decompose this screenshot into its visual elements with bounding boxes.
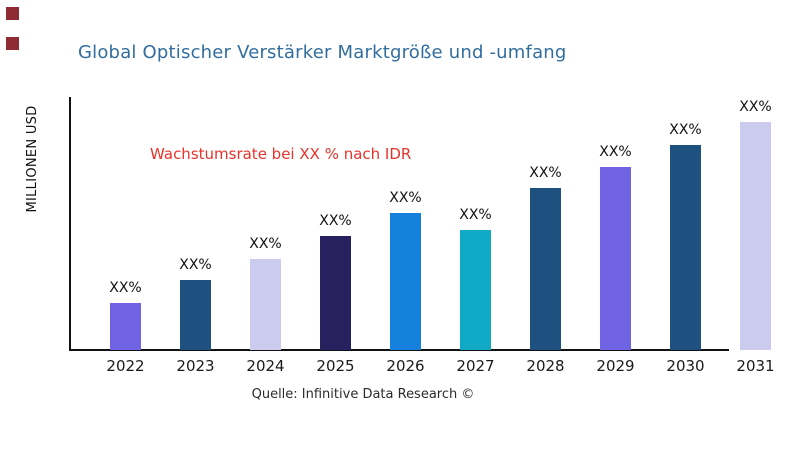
x-tick-2024: 2024 (246, 357, 285, 375)
x-axis-line (70, 349, 729, 351)
corner-mark-top (6, 7, 19, 20)
y-axis-line (69, 97, 71, 351)
bar-2027 (460, 230, 491, 350)
source-note: Quelle: Infinitive Data Research © (251, 387, 475, 402)
bar-value-label-2031: XX% (739, 99, 772, 115)
bar-2028 (530, 188, 561, 350)
bar-value-label-2028: XX% (529, 165, 562, 181)
bar-value-label-2022: XX% (109, 280, 142, 296)
bar-2025 (320, 236, 351, 350)
bar-2029 (600, 167, 631, 350)
bar-2031 (740, 122, 771, 350)
bar-value-label-2024: XX% (249, 236, 282, 252)
bar-value-label-2030: XX% (669, 122, 702, 138)
x-tick-2027: 2027 (456, 357, 495, 375)
bar-2030 (670, 145, 701, 350)
bar-value-label-2027: XX% (459, 207, 492, 223)
x-tick-2025: 2025 (316, 357, 355, 375)
y-axis-label: MILLIONEN USD (25, 105, 40, 213)
x-tick-2028: 2028 (526, 357, 565, 375)
bar-value-label-2029: XX% (599, 144, 632, 160)
page-title: Global Optischer Verstärker Marktgröße u… (78, 42, 567, 63)
bar-2023 (180, 280, 211, 350)
bar-2024 (250, 259, 281, 350)
x-tick-2026: 2026 (386, 357, 425, 375)
bar-value-label-2025: XX% (319, 213, 352, 229)
x-tick-2023: 2023 (176, 357, 215, 375)
corner-mark-bottom (6, 37, 19, 50)
x-tick-2030: 2030 (666, 357, 705, 375)
x-tick-2029: 2029 (596, 357, 635, 375)
x-tick-2031: 2031 (736, 357, 775, 375)
bar-value-label-2026: XX% (389, 190, 422, 206)
growth-annotation: Wachstumsrate bei XX % nach IDR (150, 145, 412, 163)
bar-2026 (390, 213, 421, 350)
bar-2022 (110, 303, 141, 350)
x-tick-2022: 2022 (106, 357, 145, 375)
bar-value-label-2023: XX% (179, 257, 212, 273)
